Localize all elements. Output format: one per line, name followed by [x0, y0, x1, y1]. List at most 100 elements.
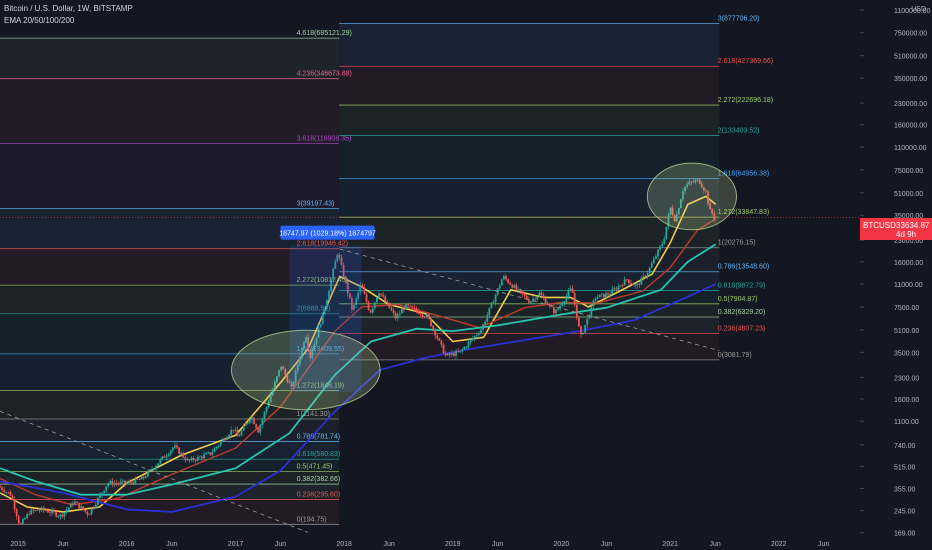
candle-body [700, 183, 703, 188]
candle-body [561, 303, 564, 306]
fib-right-label: 2.272(222696.18) [718, 97, 773, 104]
y-tick-label: 110000.00 [894, 145, 927, 152]
candle-body [638, 283, 641, 285]
candle-body [488, 307, 491, 316]
candle-body [475, 334, 478, 336]
candle-body [276, 376, 278, 382]
fib-left-zone [0, 313, 340, 354]
y-tick-label: 515.00 [894, 464, 916, 471]
y-axis-unit: USD [911, 6, 926, 13]
candle-body [665, 226, 668, 239]
fib-right-zone [339, 303, 720, 318]
candle-body [532, 298, 534, 302]
x-axis[interactable]: 2015 Jun 2016 Jun 2017 Jun 2018 Jun 2019 Jun 2020 J… [0, 536, 932, 550]
candle-body [26, 514, 28, 519]
candle-body [278, 370, 280, 377]
candle-body [507, 279, 509, 283]
candle-body [465, 346, 468, 348]
fib-left-label: 0.5(471.45) [297, 464, 333, 471]
candle-body [124, 480, 126, 484]
candle-body [555, 309, 557, 314]
candle-body [263, 412, 266, 419]
candle-body [602, 293, 605, 298]
candle-body [521, 291, 524, 295]
candle-body [232, 429, 235, 431]
candle-body [144, 476, 147, 478]
x-tick-label: Jun [601, 541, 612, 548]
x-tick-label: 2019 [445, 541, 461, 548]
x-tick-label: 2021 [662, 541, 678, 548]
fibonacci-extension[interactable]: 4.618(685121.29) 4.236(346673.88) 3.618(11… [0, 15, 773, 525]
candle-body [540, 292, 543, 296]
candle-body [32, 509, 35, 511]
candle-body [55, 512, 58, 517]
x-tick-label: 2020 [554, 541, 570, 548]
candle-body [155, 465, 158, 469]
candle-body [205, 453, 208, 455]
candle-body [284, 369, 287, 375]
candle-body [582, 332, 584, 335]
candle-body [15, 509, 18, 517]
candle-body [453, 353, 455, 356]
candle-body [94, 504, 97, 508]
candle-body [644, 275, 647, 277]
candle-body [365, 293, 368, 302]
candle-body [290, 383, 293, 387]
candle-body [369, 309, 372, 313]
highlight-ellipse[interactable] [230, 329, 381, 411]
candle-body [698, 179, 701, 184]
candle-body [652, 258, 655, 264]
candle-body [188, 459, 191, 461]
candle-body [588, 315, 591, 319]
candle-body [157, 463, 160, 466]
candle-body [280, 366, 283, 371]
y-tick-label: 510000.00 [894, 54, 927, 61]
fib-left-zone [0, 285, 340, 314]
fib-right-label: 0.786(13548.60) [718, 264, 769, 271]
candle-body [190, 457, 193, 461]
candle-body [448, 353, 451, 355]
fib-left-label: 2.618(19946.42) [297, 241, 348, 248]
candle-body [165, 455, 168, 458]
highlight-ellipse[interactable] [646, 162, 738, 231]
fib-right-label: 0.236(4807.23) [718, 325, 765, 332]
candle-body [86, 511, 89, 515]
fib-left-zone [0, 459, 340, 472]
candle-body [215, 446, 218, 449]
candle-body [609, 294, 612, 295]
candle-body [153, 468, 155, 470]
candle-body [338, 254, 341, 258]
candle-body [615, 288, 618, 290]
candle-body [667, 214, 670, 227]
measure-box[interactable] [289, 245, 362, 392]
candle-body [446, 353, 449, 356]
candle-body [675, 214, 678, 222]
candle-body [363, 287, 366, 294]
indicator-legend[interactable]: EMA 20/50/100/200 [4, 16, 75, 25]
candle-body [228, 434, 230, 438]
y-tick-label: 51000.00 [894, 191, 923, 198]
candle-body [378, 293, 380, 299]
candle-body [151, 469, 153, 471]
candle-body [213, 448, 216, 452]
candle-body [61, 514, 64, 517]
drawings[interactable]: 18747.97 (1029.18%) 1874797 [0, 162, 860, 533]
candle-body [292, 381, 295, 387]
candle-body [334, 261, 337, 269]
candle-body [473, 335, 476, 339]
candle-body [34, 510, 37, 511]
candle-body [623, 279, 626, 286]
candle-body [246, 422, 249, 424]
candle-body [711, 209, 714, 214]
candle-body [388, 302, 391, 309]
descending-trendline[interactable] [339, 248, 720, 352]
candle-body [82, 506, 85, 510]
fib-left-label: 0.236(295.60) [297, 491, 341, 498]
candle-body [288, 381, 291, 384]
candle-body [332, 268, 335, 280]
candle-body [357, 292, 360, 299]
candle-body [340, 257, 343, 265]
lower-trendline[interactable] [0, 410, 309, 533]
